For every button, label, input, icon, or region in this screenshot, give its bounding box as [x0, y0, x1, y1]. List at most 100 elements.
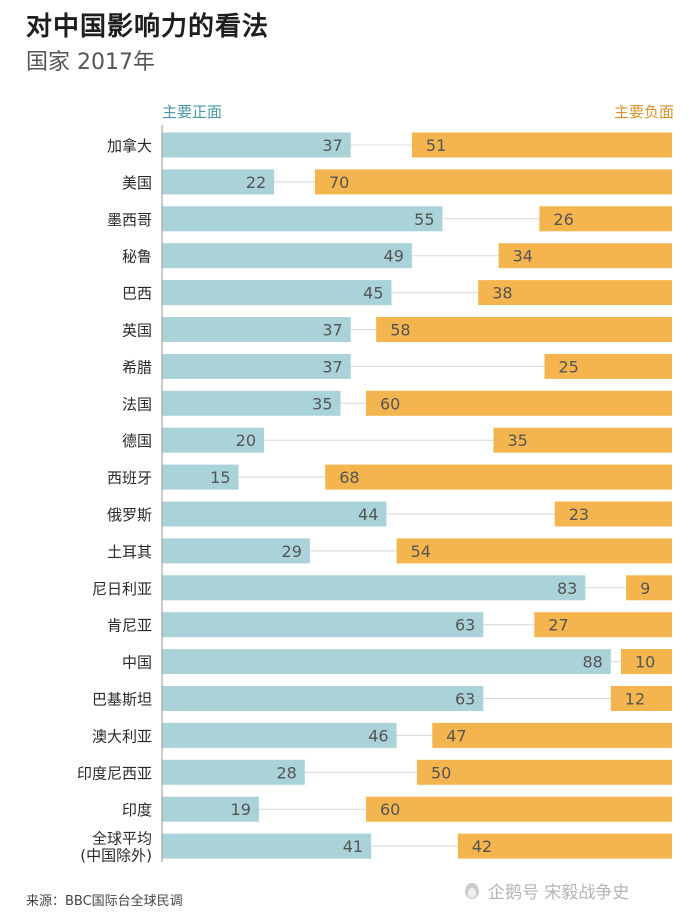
bar-negative [493, 427, 672, 453]
bar-negative [610, 686, 672, 711]
category-label: 印度 [122, 801, 152, 819]
category-label: 巴基斯坦 [92, 691, 152, 709]
data-label-positive: 83 [557, 579, 577, 598]
data-label-positive: 15 [210, 468, 230, 487]
data-label-negative: 23 [569, 505, 589, 524]
diverging-bar-chart: 37 51 加拿大 22 70 美国 55 26 墨西哥 49 34 秘鲁 45 38 巴西 37 58 英国 37… [77, 125, 672, 865]
data-label-positive: 49 [384, 247, 404, 266]
data-label-positive: 44 [358, 505, 378, 524]
bar-positive [162, 575, 586, 601]
data-label-positive: 35 [312, 394, 332, 413]
bar-negative [325, 464, 672, 490]
bar-positive [162, 132, 351, 158]
bar-positive [162, 759, 305, 785]
bar-positive [162, 353, 351, 379]
data-label-negative: 47 [446, 726, 466, 745]
data-label-positive: 46 [368, 726, 388, 745]
data-label-negative: 60 [380, 800, 400, 819]
data-label-negative: 9 [640, 579, 650, 598]
category-label: 肯尼亚 [107, 617, 152, 635]
data-label-positive: 45 [363, 284, 383, 303]
data-label-positive: 22 [246, 173, 266, 192]
bar-negative [432, 722, 672, 748]
data-label-negative: 10 [635, 653, 655, 672]
bar-positive [162, 649, 611, 675]
bar-positive [162, 243, 412, 269]
bar-positive [162, 390, 341, 416]
data-label-negative: 34 [513, 247, 533, 266]
bar-positive [162, 612, 484, 638]
bar-negative [417, 759, 672, 785]
data-label-negative: 50 [431, 763, 451, 782]
data-label-negative: 35 [508, 431, 528, 450]
bar-negative [376, 317, 672, 342]
legend-negative: 主要负面 [613, 103, 674, 121]
category-label: 全球平均 [92, 830, 152, 848]
data-label-positive: 63 [455, 690, 475, 709]
data-label-positive: 29 [282, 542, 302, 561]
bar-negative [315, 169, 672, 195]
penguin-logo-icon [465, 883, 479, 899]
data-label-negative: 51 [426, 136, 446, 155]
bar-negative [498, 243, 672, 269]
bar-positive [162, 280, 392, 306]
data-label-positive: 20 [236, 431, 256, 450]
category-label: 希腊 [122, 358, 152, 376]
category-label: 加拿大 [107, 137, 152, 155]
category-label: 秘鲁 [122, 248, 152, 266]
data-label-negative: 25 [559, 357, 579, 376]
bar-positive [162, 796, 259, 822]
data-label-negative: 58 [390, 321, 410, 340]
category-label: 西班牙 [107, 469, 152, 487]
bar-negative [411, 132, 672, 158]
data-label-positive: 37 [322, 357, 342, 376]
category-label: 英国 [122, 322, 152, 340]
category-label: 俄罗斯 [107, 506, 152, 524]
source-note: 来源：BBC国际台全球民调 [26, 894, 183, 909]
data-label-negative: 26 [553, 210, 573, 229]
bar-negative [534, 612, 672, 638]
category-label: 美国 [122, 174, 152, 192]
bar-negative [396, 538, 672, 564]
bar-positive [162, 833, 372, 859]
bar-positive [162, 464, 239, 490]
data-label-negative: 70 [329, 173, 349, 192]
chart-title: 对中国影响力的看法 [26, 12, 270, 42]
bar-negative [626, 575, 672, 601]
bar-negative [621, 649, 672, 675]
bar-negative [366, 796, 672, 822]
category-label: 中国 [122, 654, 152, 672]
category-label: 德国 [122, 432, 152, 450]
data-label-negative: 12 [625, 690, 645, 709]
category-label: 墨西哥 [107, 211, 152, 229]
data-label-negative: 68 [339, 468, 359, 487]
category-label: (中国除外) [80, 847, 152, 865]
data-label-positive: 28 [276, 763, 296, 782]
data-label-positive: 88 [582, 653, 602, 672]
data-label-negative: 60 [380, 394, 400, 413]
bar-negative [554, 501, 672, 527]
data-label-negative: 38 [492, 284, 512, 303]
category-label: 巴西 [122, 285, 152, 303]
data-label-negative: 27 [548, 616, 568, 635]
data-label-positive: 37 [322, 321, 342, 340]
bar-positive [162, 317, 351, 342]
category-label: 印度尼西亚 [77, 764, 152, 782]
data-label-negative: 42 [472, 837, 492, 856]
data-label-positive: 19 [231, 800, 251, 819]
data-label-negative: 54 [411, 542, 431, 561]
bar-positive [162, 686, 484, 711]
bar-positive [162, 722, 397, 748]
bar-negative [366, 390, 672, 416]
category-label: 法国 [122, 395, 152, 413]
bar-positive [162, 501, 387, 527]
watermark: 企鹅号 宋毅战争史 [488, 883, 630, 903]
bar-positive [162, 538, 310, 564]
category-label: 土耳其 [107, 543, 152, 561]
chart-subtitle: 国家 2017年 [26, 50, 155, 75]
legend-positive: 主要正面 [162, 103, 223, 121]
bar-negative [544, 353, 672, 379]
category-label: 尼日利亚 [92, 580, 152, 598]
bar-positive [162, 427, 264, 453]
data-label-positive: 63 [455, 616, 475, 635]
